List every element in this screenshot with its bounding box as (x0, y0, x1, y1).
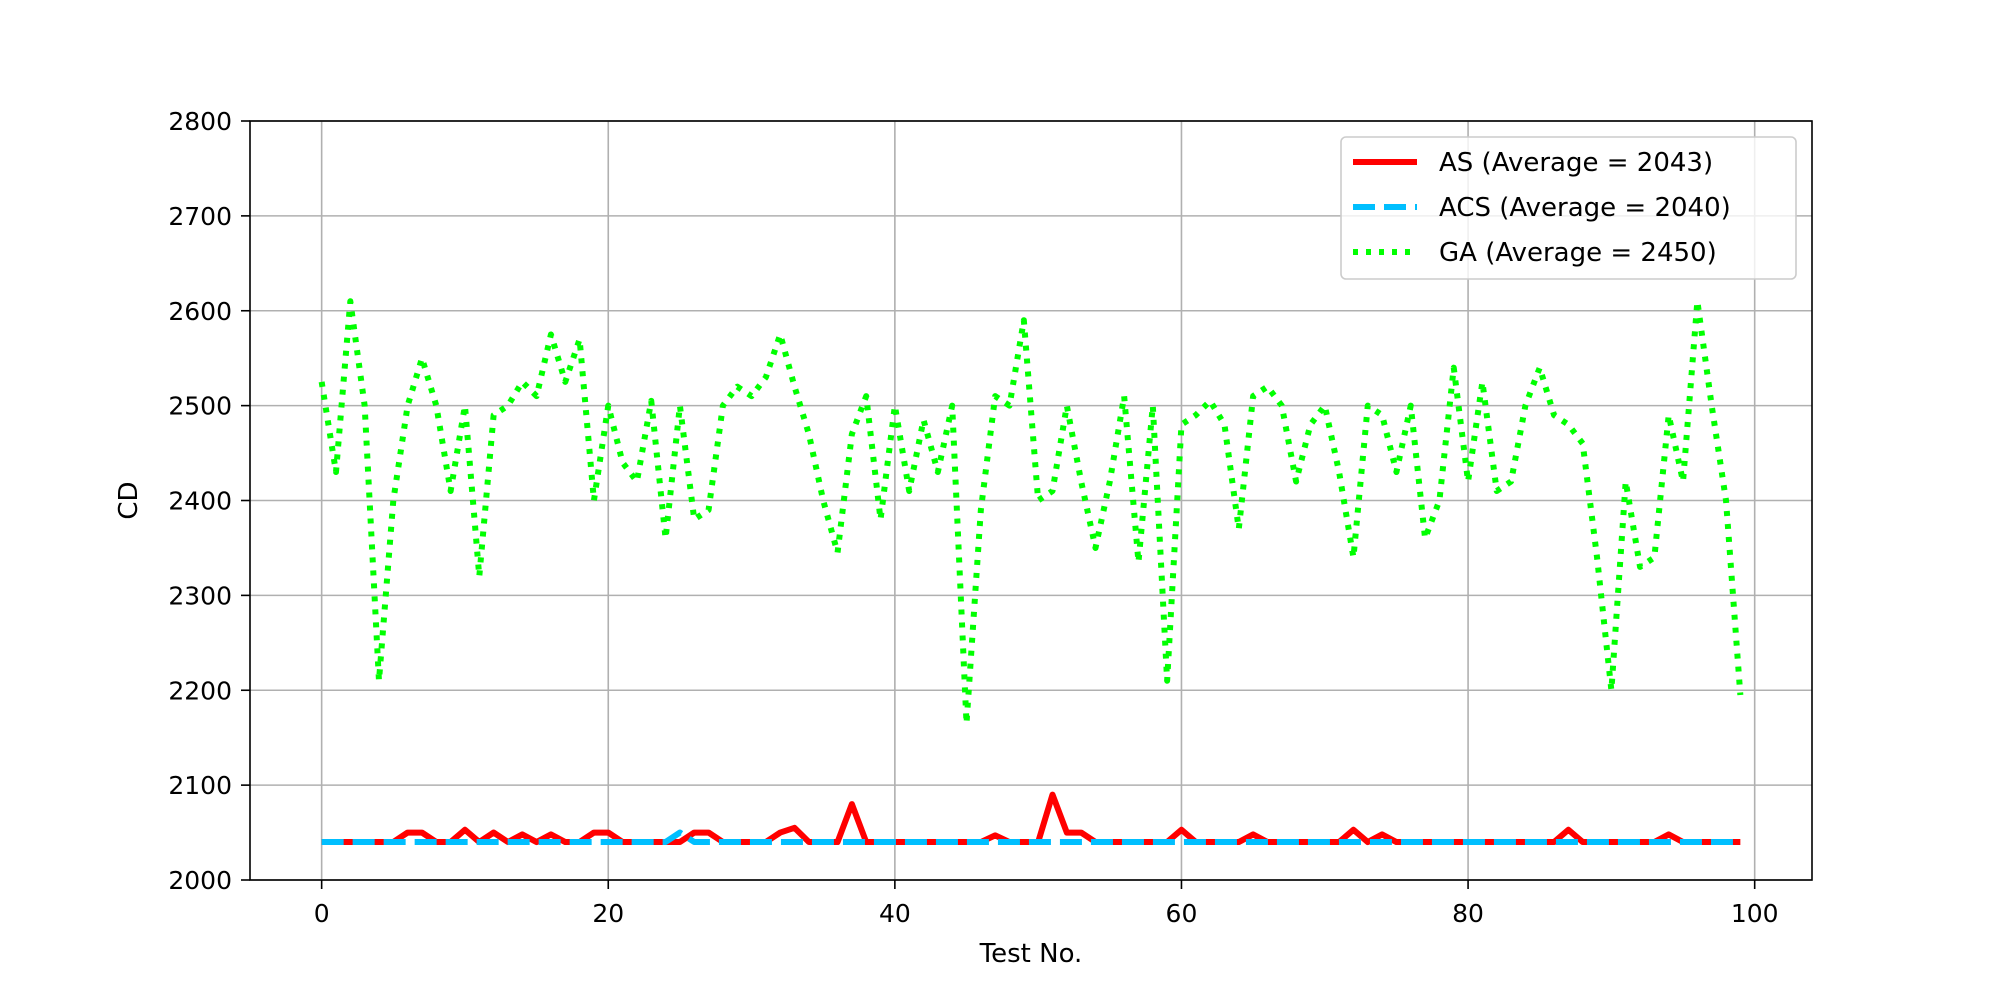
y-tick-label: 2700 (168, 202, 232, 231)
x-tick-label: 20 (592, 899, 624, 928)
legend-box (1340, 136, 1797, 280)
x-tick-label: 0 (314, 899, 330, 928)
series-lines (318, 298, 1744, 846)
legend-label-acs: ACS (Average = 2040) (1439, 193, 1731, 223)
series-line-as (321, 791, 1741, 846)
y-tick-label: 2300 (168, 581, 232, 610)
x-axis-label: Test No. (979, 939, 1083, 969)
y-tick-label: 2500 (168, 392, 232, 421)
y-tick-label: 2400 (168, 487, 232, 516)
y-tick-label: 2100 (168, 771, 232, 800)
legend-label-ga: GA (Average = 2450) (1439, 238, 1717, 268)
legend: AS (Average = 2043) ACS (Average = 2040) G… (1340, 136, 1797, 280)
legend-label-as: AS (Average = 2043) (1439, 148, 1713, 178)
series-line-acs (321, 829, 1741, 846)
y-tick-label: 2600 (168, 297, 232, 326)
y-axis-label: CD (114, 481, 144, 519)
y-tick-label: 2000 (168, 866, 232, 895)
y-tick-label: 2800 (168, 107, 232, 136)
series-line-ga (318, 298, 1744, 727)
y-tick-label: 2200 (168, 676, 232, 705)
x-tick-label: 80 (1452, 899, 1484, 928)
x-tick-label: 100 (1731, 899, 1779, 928)
x-tick-label: 40 (879, 899, 911, 928)
axis-ticks: 0 20 40 60 80 100 2000 2100 2200 2300 2400 2500 2600… (168, 107, 1778, 928)
x-tick-label: 60 (1166, 899, 1198, 928)
